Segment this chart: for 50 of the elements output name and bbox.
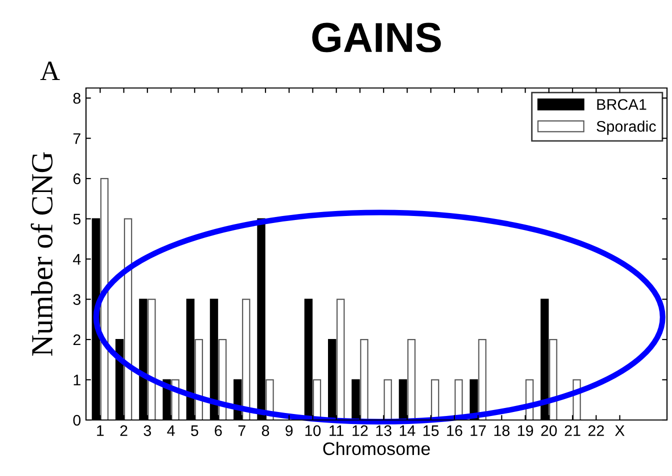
x-tick-label: 15 [423, 425, 439, 436]
y-tick-label: 5 [73, 214, 80, 224]
bar [218, 338, 227, 420]
bar [328, 338, 336, 420]
x-tick-label: 9 [286, 425, 293, 436]
chart-title: GAINS [312, 22, 441, 52]
legend-label: Sporadic [596, 120, 656, 135]
x-tick-label: 22 [588, 425, 604, 436]
x-tick-label: 5 [191, 425, 198, 436]
x-tick-label: 21 [564, 425, 580, 436]
x-tick-label: 14 [400, 425, 416, 436]
bar [124, 218, 132, 420]
x-tick-label: 1 [97, 425, 104, 436]
bar [549, 338, 558, 420]
bar [360, 338, 368, 420]
x-tick-label: 13 [376, 425, 392, 436]
bar [194, 338, 203, 420]
x-tick-label: 18 [494, 425, 510, 436]
text: A [40, 62, 60, 80]
x-tick-label: 20 [541, 425, 557, 436]
y-tick-label: 0 [73, 414, 81, 426]
y-tick-label: 8 [73, 92, 80, 104]
y-axis-title: Number of CNG [30, 152, 53, 356]
legend-label: BRCA1 [597, 99, 646, 110]
x-tick-label: 7 [238, 425, 246, 436]
y-tick-label: 3 [73, 294, 80, 305]
x-tick-label: 11 [330, 425, 344, 436]
x-tick-label: X [615, 425, 625, 436]
x-tick-label: 17 [470, 425, 486, 436]
y-tick-label: 1 [74, 374, 80, 386]
x-tick-label: 12 [352, 425, 368, 436]
x-tick-label: 3 [144, 425, 151, 436]
x-tick-label: 16 [447, 425, 462, 436]
y-tick-label: 2 [73, 334, 80, 346]
x-tick-label: 19 [518, 425, 534, 436]
x-tick-label: 6 [214, 425, 222, 436]
x-axis-title: Chromosome [323, 442, 430, 456]
x-tick-label: 2 [120, 425, 128, 436]
bar [384, 379, 392, 420]
bar [148, 298, 156, 420]
x-tick-label: 4 [167, 425, 175, 436]
bar [336, 298, 345, 420]
x-tick-label: 10 [305, 425, 321, 436]
bar [242, 298, 250, 420]
y-tick-label: 4 [72, 254, 81, 265]
y-tick-label: 6 [73, 173, 80, 184]
bar [407, 338, 416, 420]
x-tick-label: 8 [262, 425, 270, 436]
y-tick-label: 7 [73, 133, 80, 144]
bar [478, 338, 486, 420]
